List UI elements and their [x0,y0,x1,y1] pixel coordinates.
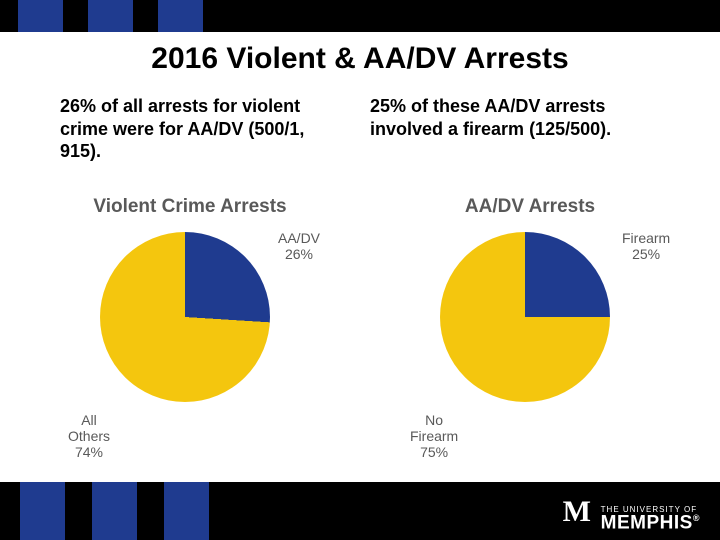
registered-icon: ® [693,513,700,523]
right-chart-title: AA/DV Arrests [400,196,660,218]
logo-line2: MEMPHIS [601,512,693,533]
right-slice-label-1: No Firearm 75% [410,412,458,460]
university-logo: THE UNIVERSITY OF MEMPHIS® [563,502,700,532]
top-accent-block [158,0,203,32]
left-description: 26% of all arrests for violent crime wer… [60,95,340,163]
bottom-accent-block [20,482,65,540]
right-description: 25% of these AA/DV arrests involved a fi… [370,95,670,140]
top-accent-block [18,0,63,32]
left-slice-label-1: All Others 74% [68,412,110,460]
top-accent-block [88,0,133,32]
violent-crime-pie [100,232,270,402]
aadv-pie [440,232,610,402]
left-chart-title: Violent Crime Arrests [60,196,320,218]
logo-m-icon [563,502,595,532]
left-slice-label-0: AA/DV 26% [278,230,320,262]
bottom-accent-block [92,482,137,540]
bottom-accent-block [164,482,209,540]
page-title: 2016 Violent & AA/DV Arrests [0,42,720,76]
right-slice-label-0: Firearm 25% [622,230,670,262]
